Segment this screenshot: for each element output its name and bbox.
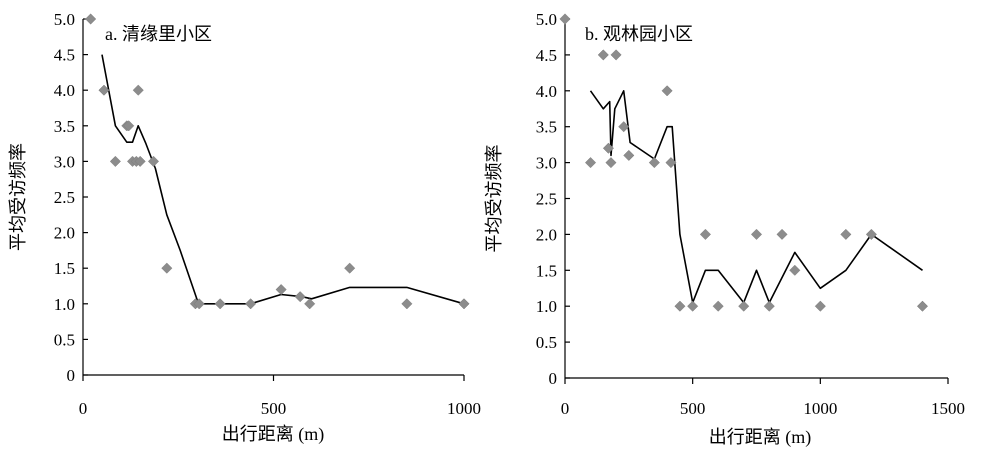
y-tick-label: 3.5 [54,117,75,136]
panel-a: 0 0.5 1.0 1.5 2.0 2.5 3.0 3.5 4.0 4.5 5.0 0 500 1000 a… [8,10,481,445]
data-point [618,121,630,133]
data-point [750,228,763,240]
data-point [559,13,571,25]
y-tick-label: 2.0 [54,224,75,243]
data-point [776,228,788,240]
x-tick-label: 0 [79,399,88,418]
data-point [214,298,226,310]
data-point [85,13,97,25]
data-point [304,298,316,310]
y-axis-title: 平均受访频率 [8,143,28,251]
data-point [665,157,677,169]
y-tick-label: 2.5 [536,190,557,209]
data-point [814,300,826,312]
y-tick-label: 0 [67,366,76,385]
data-point [789,264,801,276]
y-tick-label: 1.5 [54,259,75,278]
data-point [648,157,660,169]
data-point [98,84,110,96]
data-point [623,149,635,161]
data-point [401,298,413,310]
y-tick-label: 5.0 [54,10,75,29]
data-point [916,300,929,312]
y-tick-label: 0.5 [54,330,75,349]
panel-title: b. 观林园小区 [585,24,693,44]
y-tick-label: 4.0 [536,82,557,101]
x-tick-label: 0 [561,399,570,418]
data-point [134,155,146,167]
x-axis-title: 出行距离 (m) [222,424,325,445]
data-point [193,298,205,310]
data-point [245,298,257,310]
x-tick-label: 1000 [803,399,837,418]
x-tick-label: 500 [261,399,287,418]
y-tick-label: 4.5 [536,46,557,65]
data-point [294,291,306,303]
data-point [275,284,287,296]
data-point [584,157,597,169]
data-point [699,228,711,240]
data-point [712,300,724,312]
data-point [344,262,356,274]
y-tick-label: 3.0 [54,152,75,171]
y-tick-label: 5.0 [536,10,557,29]
data-point [738,300,750,312]
data-point [605,157,617,169]
data-point [147,155,160,167]
data-point [865,228,877,240]
data-point [687,300,699,312]
y-tick-label: 1.5 [536,261,557,280]
data-point [763,300,775,312]
data-point [610,49,622,61]
data-point [458,298,470,310]
y-tick-label: 2.0 [536,225,557,244]
y-tick-label: 4.5 [54,46,75,65]
x-tick-label: 1500 [931,399,965,418]
data-point [597,49,609,61]
data-point [602,142,614,154]
y-tick-label: 1.0 [536,297,557,316]
y-tick-label: 0 [549,369,558,388]
data-point [132,84,144,96]
data-point [161,262,173,274]
x-tick-label: 500 [680,399,706,418]
data-point [109,155,121,167]
y-axis-title: 平均受访频率 [484,145,504,253]
panel-b: 0 0.5 1.0 1.5 2.0 2.5 3.0 3.5 4.0 4.5 5.0 0 500 1000 1… [484,10,965,448]
x-axis-title: 出行距离 (m) [709,427,812,448]
y-tick-label: 2.5 [54,188,75,207]
y-tick-label: 3.5 [536,118,557,137]
trend-line [589,90,923,304]
trend-line [101,54,465,305]
data-point [674,300,686,312]
y-tick-label: 1.0 [54,295,75,314]
panel-title: a. 清缘里小区 [105,24,212,44]
data-point [123,120,135,132]
x-tick-label: 1000 [447,399,481,418]
y-tick-label: 3.0 [536,154,557,173]
data-point [840,228,852,240]
data-point [661,85,673,97]
y-tick-label: 0.5 [536,333,557,352]
y-tick-label: 4.0 [54,81,75,100]
